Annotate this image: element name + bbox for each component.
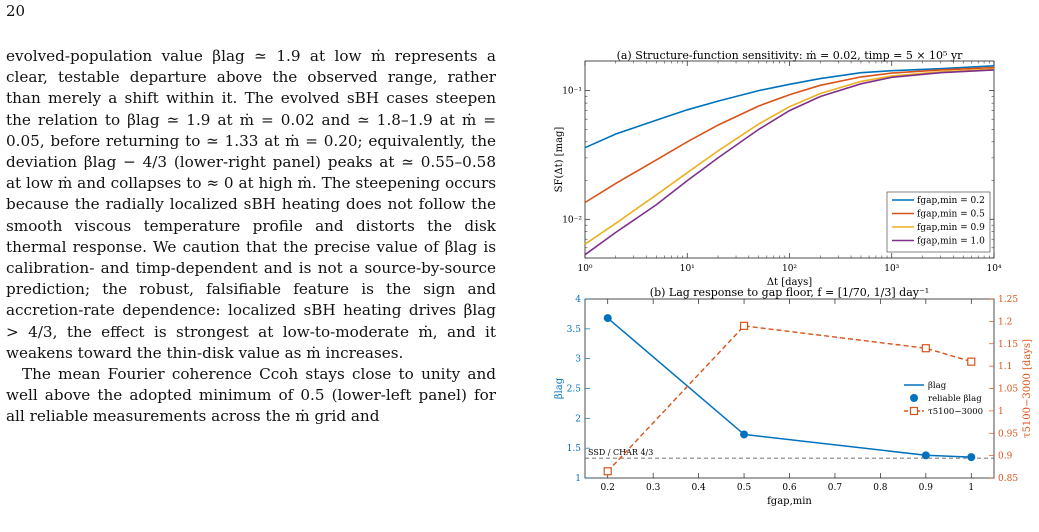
series-line — [584, 65, 995, 149]
x-tick-label: 0.6 — [782, 483, 797, 493]
y2-tick-label: 0.95 — [998, 429, 1018, 439]
legend-label: reliable βlag — [928, 394, 982, 404]
series-line — [584, 66, 995, 204]
y2-tick-label: 1.25 — [998, 295, 1018, 305]
figure: (a) Structure-function sensitivity: ṁ = … — [548, 49, 1039, 528]
paragraph: evolved-population value βlag ≃ 1.9 at l… — [6, 47, 496, 362]
series-line — [584, 69, 995, 256]
y-tick-label: 2.5 — [567, 385, 582, 395]
x-tick-label: 10³ — [884, 264, 899, 274]
y-axis-label: βlag — [554, 377, 565, 399]
x-tick-label: 0.9 — [919, 483, 934, 493]
y-tick-label: 1.5 — [567, 444, 582, 454]
legend-swatch — [910, 394, 918, 402]
legend-label: fgap,min = 0.5 — [917, 210, 985, 220]
panel-a-title: (a) Structure-function sensitivity: ṁ = … — [617, 50, 964, 62]
legend-label: fgap,min = 0.9 — [917, 223, 985, 233]
page-number: 20 — [6, 2, 26, 20]
legend-swatch — [909, 406, 919, 416]
data-point — [603, 467, 612, 476]
x-tick-label: 0.4 — [691, 483, 706, 493]
legend-label: βlag — [928, 381, 947, 391]
x-tick-label: 0.7 — [828, 483, 843, 493]
data-point — [739, 321, 749, 330]
x-tick-label: 10² — [782, 264, 797, 274]
legend-label: τ5100−3000 — [928, 407, 983, 417]
y2-axis-label: τ5100−3000 [days] — [1022, 339, 1033, 438]
data-point — [921, 451, 930, 460]
x-tick-label: 0.2 — [601, 483, 615, 493]
y2-tick-label: 0.85 — [998, 474, 1018, 484]
y2-tick-label: 1.15 — [998, 340, 1018, 350]
x-axis-label: Δt [days] — [767, 277, 812, 288]
data-point — [967, 357, 976, 366]
data-point — [921, 344, 930, 353]
y-tick-label: 4 — [575, 295, 581, 305]
y-tick-label: 10⁻² — [562, 215, 582, 225]
panel-b-title: (b) Lag response to gap floor, f = [1/70… — [650, 286, 929, 299]
y2-tick-label: 0.9 — [998, 452, 1013, 462]
figure-svg: (a) Structure-function sensitivity: ṁ = … — [554, 49, 1033, 507]
x-tick-label: 10¹ — [680, 264, 695, 274]
x-axis-label: fgap,min — [767, 496, 812, 507]
body-text: evolved-population value βlag ≃ 1.9 at l… — [6, 46, 496, 428]
data-point — [603, 314, 612, 323]
y-tick-label: 3 — [575, 355, 581, 365]
x-tick-label: 10⁰ — [577, 264, 592, 274]
y-tick-label: 2 — [575, 414, 581, 424]
x-tick-label: 10⁴ — [986, 264, 1001, 274]
x-tick-label: 0.3 — [646, 483, 661, 493]
series-line — [607, 325, 972, 472]
y2-tick-label: 1 — [998, 407, 1004, 417]
data-point — [740, 430, 749, 439]
y2-tick-label: 1.05 — [998, 385, 1018, 395]
series-line — [584, 68, 995, 245]
y-tick-label: 1 — [575, 474, 581, 484]
series-line — [607, 317, 972, 458]
legend-label: fgap,min = 1.0 — [917, 237, 985, 247]
y-axis-label: SF(Δt) [mag] — [554, 127, 565, 193]
legend-box — [886, 191, 991, 253]
legend-label: fgap,min = 0.2 — [917, 196, 985, 206]
x-tick-label: 0.5 — [737, 483, 752, 493]
y-tick-label: 3.5 — [567, 325, 582, 335]
reference-line-label: SSD / CHAR 4/3 — [588, 448, 653, 457]
data-point — [967, 453, 976, 462]
x-tick-label: 0.8 — [873, 483, 888, 493]
paragraph: The mean Fourier coherence Ccoh stays cl… — [6, 365, 496, 426]
y-tick-label: 10⁻¹ — [562, 87, 582, 97]
y2-tick-label: 1.1 — [998, 362, 1012, 372]
y2-tick-label: 1.2 — [998, 317, 1012, 327]
x-tick-label: 1 — [968, 483, 974, 493]
